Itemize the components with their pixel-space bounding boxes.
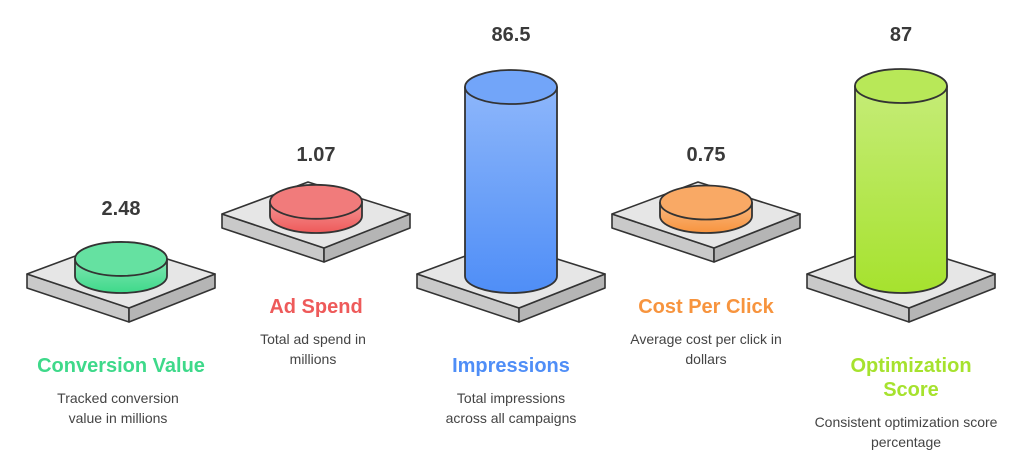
description-ad-spend: Total ad spend in millions [260, 331, 366, 367]
bar-conversion-value [26, 241, 216, 323]
description-cost-per-click: Average cost per click in dollars [630, 331, 782, 367]
description-optimization-score: Consistent optimization score percentage [814, 414, 998, 450]
cylinder-top-cost-per-click [659, 184, 753, 221]
bar-optimization-score [806, 68, 996, 323]
description-impressions: Total impressions across all campaigns [445, 390, 577, 426]
category-label-impressions: Impressions [452, 355, 570, 377]
value-label-conversion-value: 2.48 [101, 198, 141, 220]
value-label-impressions: 86.5 [491, 24, 531, 46]
bar-cost-per-click [611, 181, 801, 263]
category-label-conversion-value: Conversion Value [37, 355, 205, 377]
category-label-cost-per-click: Cost Per Click [638, 296, 774, 318]
cylinder-top-ad-spend [269, 183, 363, 220]
cylinder-top-impressions [464, 69, 558, 105]
cylinder-top-conversion-value [74, 241, 168, 277]
cylinder-body-impressions [464, 86, 558, 294]
description-conversion-value: Tracked conversion value in millions [57, 390, 179, 426]
value-label-ad-spend: 1.07 [296, 144, 336, 166]
category-label-optimization-score: Optimization Score [850, 355, 972, 401]
category-label-ad-spend: Ad Spend [269, 296, 363, 318]
bar-ad-spend [221, 181, 411, 263]
cylinder-body-optimization-score [854, 85, 948, 294]
cylinder-top-optimization-score [854, 68, 948, 104]
bar-impressions [416, 69, 606, 323]
value-label-optimization-score: 87 [889, 24, 913, 46]
value-label-cost-per-click: 0.75 [686, 144, 726, 166]
